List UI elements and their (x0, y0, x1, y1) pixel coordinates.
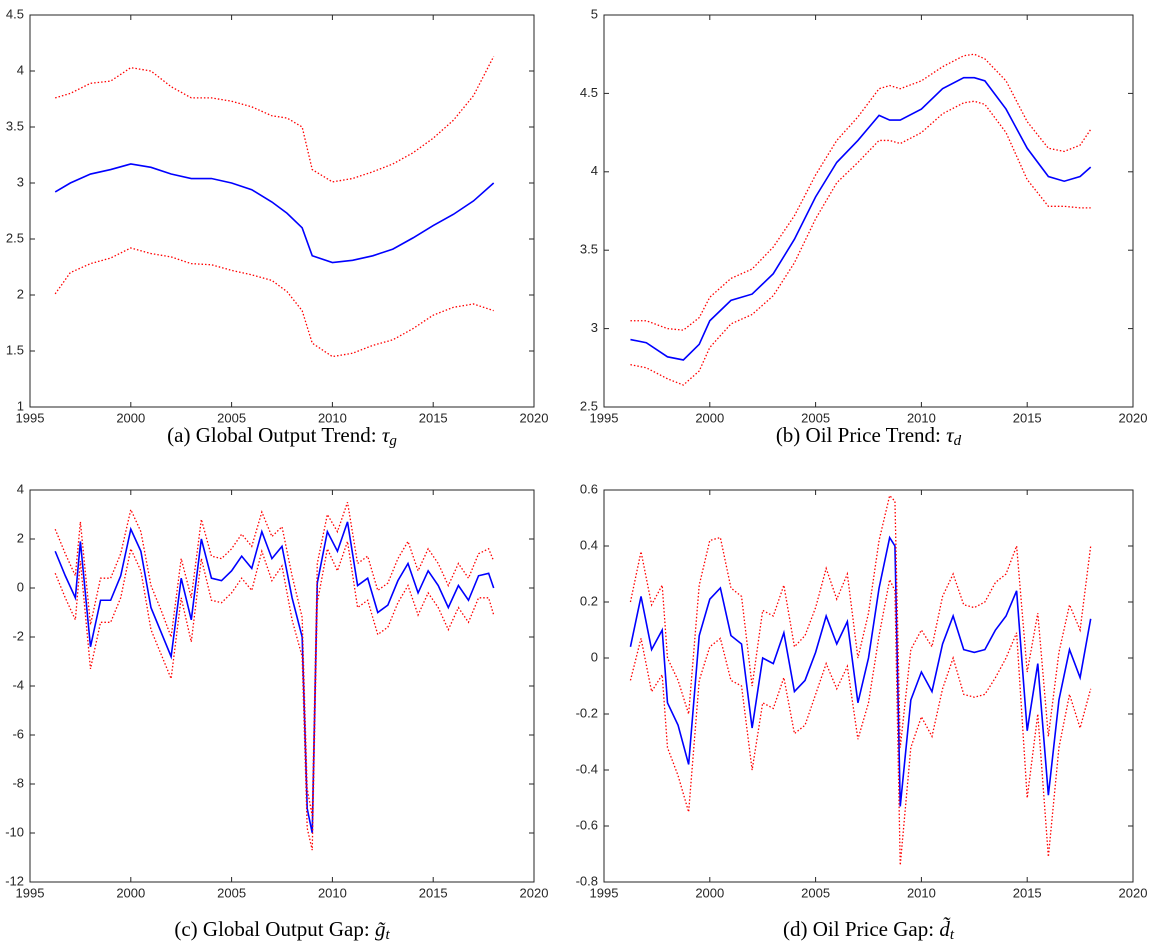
y-tick-label: 2 (17, 530, 24, 545)
plot-area (30, 490, 534, 882)
x-tick-label: 1995 (590, 885, 619, 900)
x-tick-label: 2005 (217, 885, 246, 900)
caption: (c) Global Output Gap: g̃t (174, 917, 390, 944)
x-tick-label: 2010 (907, 885, 936, 900)
caption-text: (d) Oil Price Gap: (783, 917, 939, 941)
y-tick-label: -4 (12, 677, 24, 692)
caption-symbol: g̃ (375, 917, 386, 941)
y-tick-label: 0 (591, 649, 598, 664)
x-tick-label: 2015 (419, 410, 448, 425)
series-line (629, 577, 1092, 866)
y-tick-label: -0.8 (576, 873, 598, 888)
y-tick-label: 3.5 (580, 242, 598, 257)
plot-area (604, 15, 1133, 407)
y-tick-label: 4 (17, 62, 24, 77)
caption: (a) Global Output Trend: τg (167, 423, 397, 450)
y-tick-label: 1 (17, 398, 24, 413)
y-tick-label: -0.6 (576, 817, 598, 832)
x-tick-label: 1995 (590, 410, 619, 425)
caption-symbol: τ (946, 423, 955, 447)
x-tick-label: 2000 (695, 885, 724, 900)
x-tick-label: 2005 (801, 410, 830, 425)
x-tick-label: 2020 (520, 410, 549, 425)
y-tick-label: 2 (17, 286, 24, 301)
caption-text: (b) Oil Price Trend: (776, 423, 946, 447)
x-tick-label: 2020 (1119, 410, 1148, 425)
y-tick-label: 3 (17, 174, 24, 189)
x-tick-label: 2015 (1013, 885, 1042, 900)
caption-subscript: d (954, 433, 962, 449)
y-tick-label: 2.5 (580, 398, 598, 413)
y-tick-label: 0.2 (580, 593, 598, 608)
y-tick-label: 3.5 (6, 118, 24, 133)
y-tick-label: 4.5 (6, 6, 24, 21)
series-line (54, 502, 495, 816)
plot-area (604, 490, 1133, 882)
y-tick-label: -2 (12, 628, 24, 643)
y-tick-label: -8 (12, 775, 24, 790)
y-tick-label: -12 (5, 873, 24, 888)
caption-text: (a) Global Output Trend: (167, 423, 382, 447)
plot-area (30, 15, 534, 407)
x-tick-label: 2005 (217, 410, 246, 425)
caption-symbol: d̃ (939, 917, 951, 941)
x-tick-label: 2000 (116, 410, 145, 425)
caption-symbol: τ (382, 423, 391, 447)
x-tick-label: 2015 (1013, 410, 1042, 425)
axes-frame (603, 14, 1134, 408)
y-tick-label: -10 (5, 824, 24, 839)
y-tick-label: 3 (591, 320, 598, 335)
series-line (54, 521, 495, 834)
y-tick-label: 2.5 (6, 230, 24, 245)
x-tick-label: 2020 (520, 885, 549, 900)
series-line (629, 535, 1092, 807)
y-tick-label: 4 (17, 481, 24, 496)
x-tick-label: 1995 (16, 410, 45, 425)
x-tick-label: 2005 (801, 885, 830, 900)
axes-frame (603, 489, 1134, 883)
x-tick-label: 2010 (318, 410, 347, 425)
y-tick-label: -6 (12, 726, 24, 741)
caption-text: (c) Global Output Gap: (174, 917, 375, 941)
series-line (630, 76, 1092, 361)
series-line (54, 541, 495, 851)
y-tick-label: 1.5 (6, 342, 24, 357)
y-tick-label: 0.4 (580, 537, 598, 552)
x-tick-label: 2010 (907, 410, 936, 425)
x-tick-label: 2010 (318, 885, 347, 900)
caption: (b) Oil Price Trend: τd (776, 423, 962, 450)
series-line (54, 163, 495, 264)
y-tick-label: 0.6 (580, 481, 598, 496)
axes-frame (29, 489, 535, 883)
series-line (629, 494, 1092, 748)
caption-subscript: t (385, 927, 390, 943)
caption-subscript: t (950, 927, 955, 943)
y-tick-label: 0 (17, 579, 24, 594)
y-tick-label: 4 (591, 163, 598, 178)
axes-frame (29, 14, 535, 408)
x-tick-label: 2000 (695, 410, 724, 425)
y-tick-label: 5 (591, 6, 598, 21)
series-line (54, 247, 494, 358)
y-tick-label: 4.5 (580, 85, 598, 100)
caption: (d) Oil Price Gap: d̃t (783, 917, 955, 944)
x-tick-label: 2020 (1119, 885, 1148, 900)
x-tick-label: 2015 (419, 885, 448, 900)
y-tick-label: -0.4 (576, 761, 598, 776)
x-tick-label: 1995 (16, 885, 45, 900)
x-tick-label: 2000 (116, 885, 145, 900)
y-tick-label: -0.2 (576, 705, 598, 720)
caption-subscript: g (389, 433, 397, 449)
